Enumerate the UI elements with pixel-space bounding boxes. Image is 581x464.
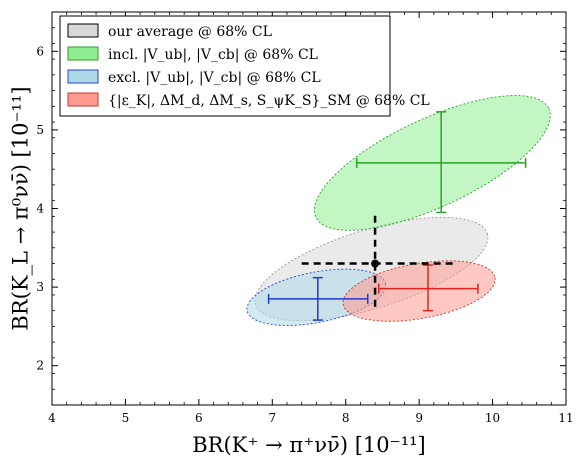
error-bars [267, 111, 527, 321]
average-point [371, 259, 380, 268]
axis-ticks: 4 5 6 7 8 9 10 11 2 3 4 5 6 [36, 11, 574, 425]
y-tick-label: 2 [36, 359, 44, 373]
y-tick-label: 6 [36, 44, 44, 58]
x-tick-label: 4 [48, 411, 56, 425]
legend: our average @ 68% CL incl. |V_ub|, |V_cb|… [59, 15, 430, 117]
y-tick-label: 5 [36, 123, 44, 137]
legend-swatch-1 [67, 46, 99, 61]
y-tick-label: 3 [36, 280, 44, 294]
legend-swatch-2 [67, 69, 99, 84]
x-tick-label: 9 [415, 411, 423, 425]
x-tick-label: 6 [195, 411, 203, 425]
legend-entry-0: our average @ 68% CL [108, 24, 272, 40]
legend-entry-2: excl. |V_ub|, |V_cb| @ 68% CL [108, 70, 321, 86]
x-tick-label: 11 [558, 411, 573, 425]
legend-box [59, 15, 391, 117]
y-tick-label: 4 [36, 202, 44, 216]
legend-swatch-3 [67, 92, 99, 107]
legend-swatch-0 [67, 23, 99, 38]
x-tick-label: 7 [268, 411, 276, 425]
x-tick-label: 10 [485, 411, 500, 425]
x-tick-label: 5 [122, 411, 130, 425]
y-axis-label: BR(K_L → π⁰νν̄) [10⁻¹¹] [9, 86, 33, 330]
legend-entry-1: incl. |V_ub|, |V_cb| @ 68% CL [108, 47, 318, 63]
legend-entry-3: {|ε_K|, ΔM_d, ΔM_s, S_ψK_S}_SM @ 68% CL [108, 93, 430, 109]
x-axis-label: BR(K⁺ → π⁺νν̄) [10⁻¹¹] [192, 433, 425, 457]
x-tick-label: 8 [342, 411, 350, 425]
